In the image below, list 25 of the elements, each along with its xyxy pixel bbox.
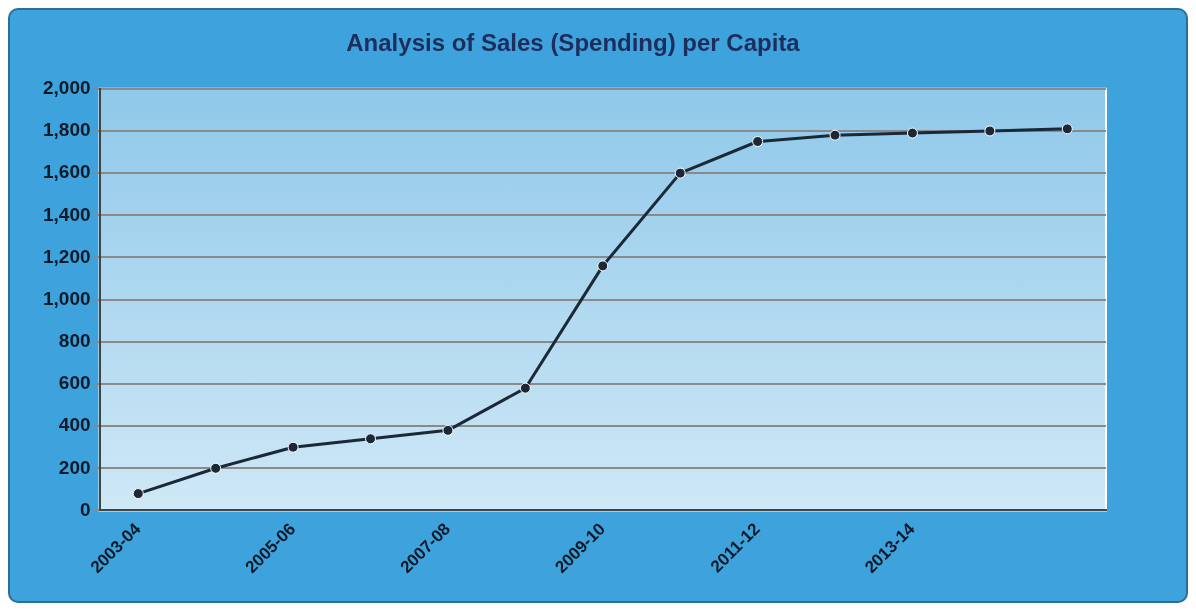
y-tick-label: 2,000 [43,77,91,99]
point [210,462,222,474]
y-tick-label: 400 [58,414,91,436]
point [1061,123,1073,135]
point [442,424,454,436]
y-tick-label: 200 [58,456,91,478]
point [752,136,764,148]
y-tick-label: 0 [79,498,91,520]
point [674,167,686,179]
point [906,127,918,139]
point [287,441,299,453]
point [132,488,144,500]
point [829,129,841,141]
chart-title: Analysis of Sales (Spending) per Capita [346,29,801,57]
point [984,125,996,137]
point [519,382,531,394]
y-tick-label: 1,200 [43,245,91,267]
y-tick-label: 1,000 [43,287,91,309]
y-tick-label: 1,400 [43,203,91,225]
point [597,260,609,272]
y-tick-label: 1,800 [43,119,91,141]
y-tick-label: 600 [58,372,91,394]
y-tick-label: 1,600 [43,161,91,183]
y-tick-label: 800 [58,330,91,352]
point [365,433,377,445]
